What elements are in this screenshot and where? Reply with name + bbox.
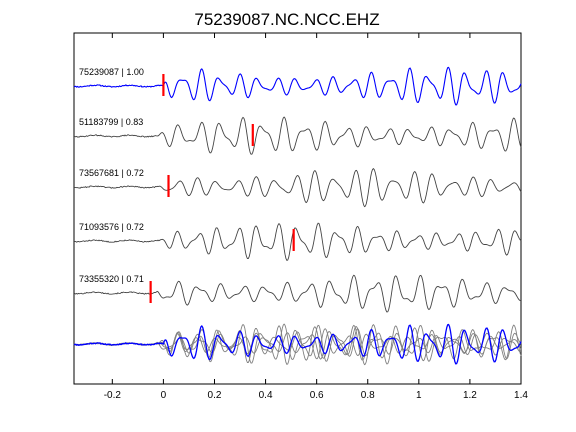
plot-area <box>73 32 522 385</box>
x-tick-label: 1.2 <box>463 390 477 401</box>
trace-label: 73567681 | 0.72 <box>79 168 144 178</box>
x-axis: -0.2 0 0.2 0.4 0.6 0.8 1 1.2 1.4 <box>104 33 528 401</box>
overlay-stack <box>73 323 522 366</box>
x-tick-label: 0.4 <box>259 390 273 401</box>
x-tick-label: 1.4 <box>514 390 528 401</box>
x-tick-label: 1 <box>416 390 422 401</box>
phase-picks <box>149 74 295 303</box>
waveform-trace-73567681 <box>73 167 522 208</box>
waveform-trace-75239087 <box>73 66 522 106</box>
x-tick-label: 0.2 <box>208 390 222 401</box>
x-tick-label: 0.8 <box>361 390 375 401</box>
trace-labels: 75239087 | 1.00 51183799 | 0.83 73567681 |… <box>79 67 144 284</box>
waveform-trace-73355320 <box>73 274 522 313</box>
waveform-traces <box>73 66 522 313</box>
trace-label: 51183799 | 0.83 <box>79 117 143 127</box>
waveform-trace-51183799 <box>73 116 522 155</box>
trace-label: 71093576 | 0.72 <box>79 222 144 232</box>
x-tick-label: -0.2 <box>104 390 122 401</box>
trace-label: 75239087 | 1.00 <box>79 67 144 77</box>
chart-title: 75239087.NC.NCC.EHZ <box>194 10 379 29</box>
trace-label: 73355320 | 0.71 <box>79 274 144 284</box>
x-tick-label: 0 <box>161 390 167 401</box>
overlay-trace-75239087 <box>73 323 522 365</box>
x-tick-label: 0.6 <box>310 390 324 401</box>
waveform-trace-71093576 <box>73 222 522 261</box>
